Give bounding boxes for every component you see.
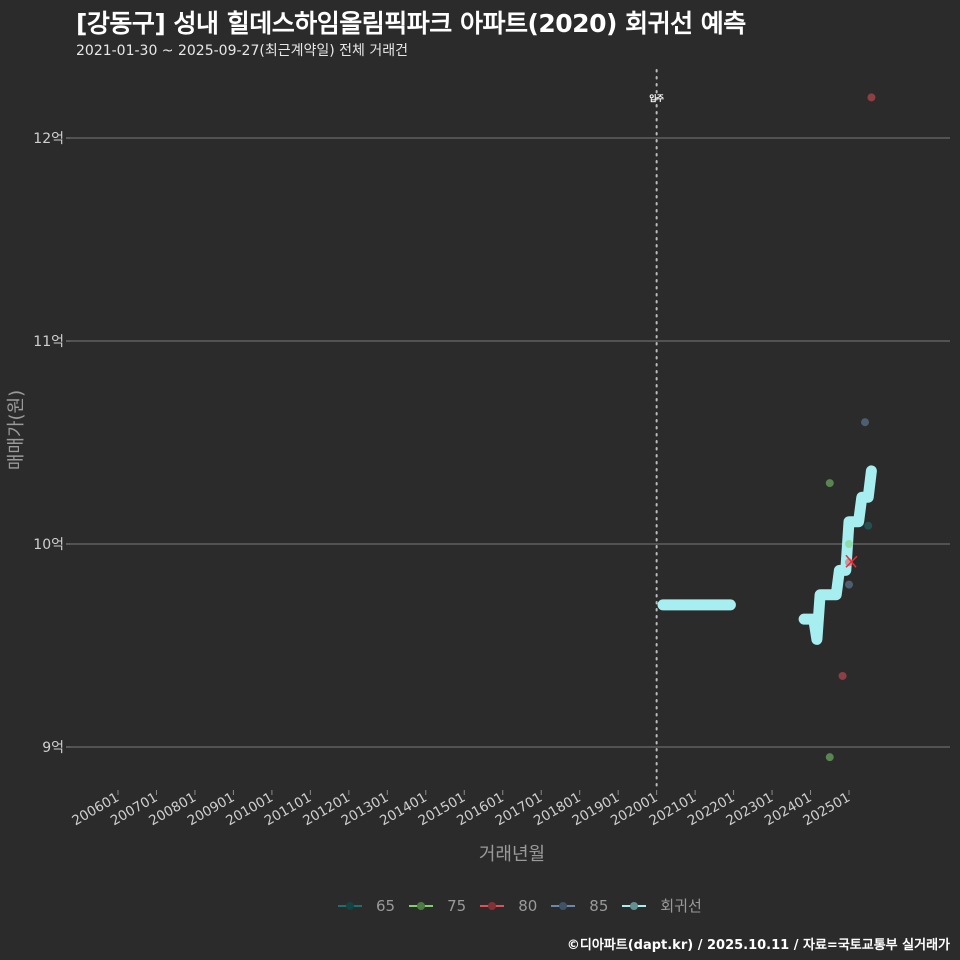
y-tick-label: 12억 bbox=[33, 131, 64, 147]
legend-label: 80 bbox=[518, 896, 538, 915]
y-axis-label: 매매가(원) bbox=[6, 390, 27, 470]
y-tick-label: 9억 bbox=[42, 740, 64, 756]
move-in-label: 입주 bbox=[649, 93, 664, 103]
legend-key-icon bbox=[338, 896, 362, 916]
data-point bbox=[861, 418, 870, 427]
legend-key-icon bbox=[551, 896, 576, 916]
legend-key-icon bbox=[622, 896, 647, 916]
y-tick-label: 11억 bbox=[33, 334, 64, 350]
legend-key-icon bbox=[409, 896, 434, 916]
data-point bbox=[825, 479, 834, 488]
legend-item: 65 bbox=[338, 896, 395, 916]
legend-item: 75 bbox=[409, 896, 466, 916]
data-point bbox=[838, 671, 847, 680]
chart-subtitle: 2021-01-30 ~ 2025-09-27(최근계약일) 전체 거래건 bbox=[76, 43, 408, 59]
y-tick-label: 10억 bbox=[33, 537, 64, 553]
regression-line bbox=[798, 465, 877, 645]
chart-title: [강동구] 성내 힐데스하임올림픽파크 아파트(2020) 회귀선 예측 bbox=[76, 9, 746, 38]
legend: 65 75 80 85 회귀선 bbox=[338, 895, 716, 916]
legend-key-icon bbox=[480, 896, 505, 916]
credit-footer: ©디아파트(dapt.kr) / 2025.10.11 / 자료=국토교통부 실… bbox=[566, 938, 950, 953]
legend-label: 85 bbox=[589, 896, 609, 915]
data-point bbox=[825, 753, 834, 762]
legend-item: 80 bbox=[480, 896, 537, 916]
data-point bbox=[845, 580, 853, 589]
data-point bbox=[845, 540, 853, 548]
legend-label: 65 bbox=[376, 896, 396, 915]
x-axis-label: 거래년월 bbox=[479, 844, 545, 865]
legend-item: 85 bbox=[551, 896, 608, 916]
data-point bbox=[864, 521, 873, 530]
data-point bbox=[867, 93, 876, 102]
legend-label: 75 bbox=[447, 896, 467, 915]
legend-label: 회귀선 bbox=[660, 897, 702, 915]
legend-item: 회귀선 bbox=[622, 895, 702, 916]
